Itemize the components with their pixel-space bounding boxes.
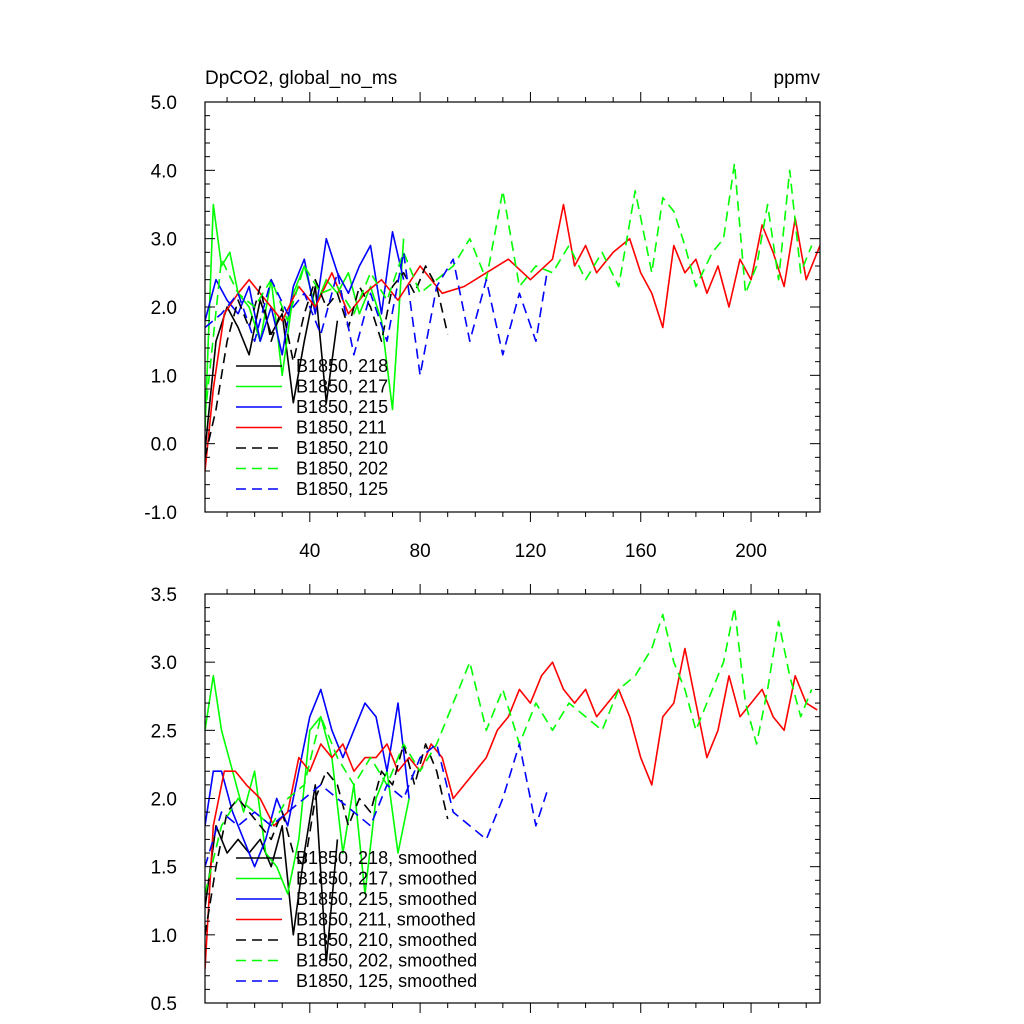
y-tick-label: 1.5	[151, 858, 177, 879]
y-tick-label: 1.0	[151, 926, 177, 947]
y-tick-label: 0.5	[151, 994, 177, 1015]
y-tick-label: 2.5	[151, 721, 177, 742]
series-line	[205, 606, 813, 895]
series-line	[205, 784, 339, 963]
series-line	[205, 647, 818, 969]
legend-label: B1850, 211	[296, 418, 387, 438]
legend-label: B1850, 125	[296, 479, 388, 499]
series-line	[205, 231, 405, 356]
legend-label: B1850, 211, smoothed	[296, 910, 476, 930]
y-tick-label: 4.0	[151, 161, 177, 182]
x-tick-label: 80	[410, 541, 431, 562]
legend-label: B1850, 215, smoothed	[296, 889, 477, 909]
x-tick-label: 40	[299, 541, 320, 562]
legend-label: B1850, 215	[296, 397, 388, 417]
series-line	[205, 285, 339, 451]
series-group	[205, 162, 820, 472]
legend-label: B1850, 125, smoothed	[296, 971, 477, 991]
legend-label: B1850, 217	[296, 377, 388, 397]
y-tick-label: 3.0	[151, 230, 177, 251]
legend-label: B1850, 218, smoothed	[296, 848, 477, 868]
series-line	[205, 688, 410, 868]
series-group	[205, 606, 818, 969]
x-tick-label: 120	[515, 541, 547, 562]
legend-label: B1850, 210	[296, 438, 388, 458]
y-tick-label: 1.0	[151, 366, 177, 387]
legend-label: B1850, 218	[296, 356, 388, 376]
series-line	[205, 265, 449, 458]
top-panel: -1.0 0.0 1.0 2.0 3.0 4.0 5.0 40 80 120 160 200 B1850…	[144, 92, 821, 562]
series-line	[205, 162, 813, 417]
y-tick-label: 3.5	[151, 585, 177, 606]
x-tick-label: 200	[735, 541, 767, 562]
series-line	[205, 743, 449, 935]
series-line	[205, 203, 820, 472]
legend-label: B1850, 210, smoothed	[296, 930, 477, 950]
y-tick-label: 2.0	[151, 298, 177, 319]
legend-label: B1850, 202	[296, 459, 388, 479]
plot-title-right: ppmv	[774, 68, 821, 89]
y-tick-label: -1.0	[144, 503, 177, 524]
x-tick-label: 160	[625, 541, 657, 562]
y-tick-label: 3.0	[151, 653, 177, 674]
y-tick-label: 5.0	[151, 93, 177, 114]
legend-label: B1850, 202, smoothed	[296, 951, 477, 971]
series-line	[205, 743, 548, 867]
y-tick-label: 0.0	[151, 435, 177, 456]
plot-title-left: DpCO2, global_no_ms	[205, 68, 397, 89]
bottom-panel: 0.5 1.0 1.5 2.0 2.5 3.0 3.5 B1850, 218, smoothe…	[151, 584, 821, 1015]
y-tick-label: 2.0	[151, 790, 177, 811]
series-line	[205, 251, 548, 377]
legend-label: B1850, 217, smoothed	[296, 869, 477, 889]
